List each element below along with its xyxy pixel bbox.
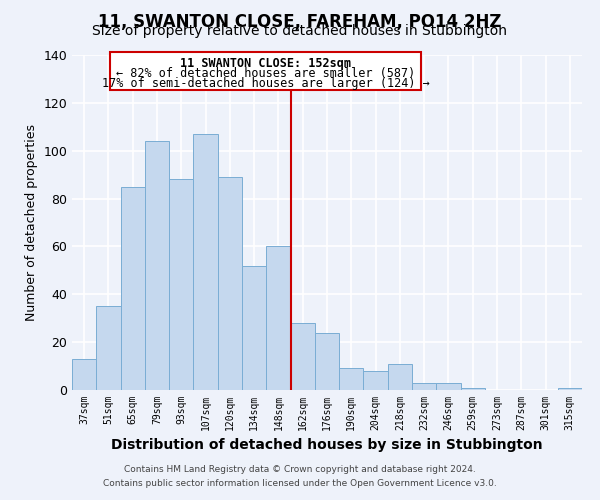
Bar bbox=[412, 383, 436, 390]
Bar bbox=[436, 383, 461, 390]
Bar bbox=[388, 364, 412, 390]
Bar bbox=[242, 266, 266, 390]
Bar bbox=[218, 177, 242, 390]
Text: ← 82% of detached houses are smaller (587): ← 82% of detached houses are smaller (58… bbox=[116, 66, 415, 80]
X-axis label: Distribution of detached houses by size in Stubbington: Distribution of detached houses by size … bbox=[111, 438, 543, 452]
Bar bbox=[461, 388, 485, 390]
Bar bbox=[290, 323, 315, 390]
Bar bbox=[121, 186, 145, 390]
Bar bbox=[169, 180, 193, 390]
Text: Size of property relative to detached houses in Stubbington: Size of property relative to detached ho… bbox=[92, 24, 508, 38]
Text: 17% of semi-detached houses are larger (124) →: 17% of semi-detached houses are larger (… bbox=[102, 77, 430, 90]
Y-axis label: Number of detached properties: Number of detached properties bbox=[25, 124, 38, 321]
Bar bbox=[558, 388, 582, 390]
Bar bbox=[364, 371, 388, 390]
Bar bbox=[72, 359, 96, 390]
Bar bbox=[193, 134, 218, 390]
Bar bbox=[266, 246, 290, 390]
Bar bbox=[96, 306, 121, 390]
Text: Contains HM Land Registry data © Crown copyright and database right 2024.
Contai: Contains HM Land Registry data © Crown c… bbox=[103, 466, 497, 487]
Bar bbox=[315, 332, 339, 390]
Bar bbox=[339, 368, 364, 390]
Text: 11 SWANTON CLOSE: 152sqm: 11 SWANTON CLOSE: 152sqm bbox=[181, 56, 352, 70]
Bar bbox=[145, 141, 169, 390]
FancyBboxPatch shape bbox=[110, 52, 421, 90]
Text: 11, SWANTON CLOSE, FAREHAM, PO14 2HZ: 11, SWANTON CLOSE, FAREHAM, PO14 2HZ bbox=[98, 12, 502, 30]
